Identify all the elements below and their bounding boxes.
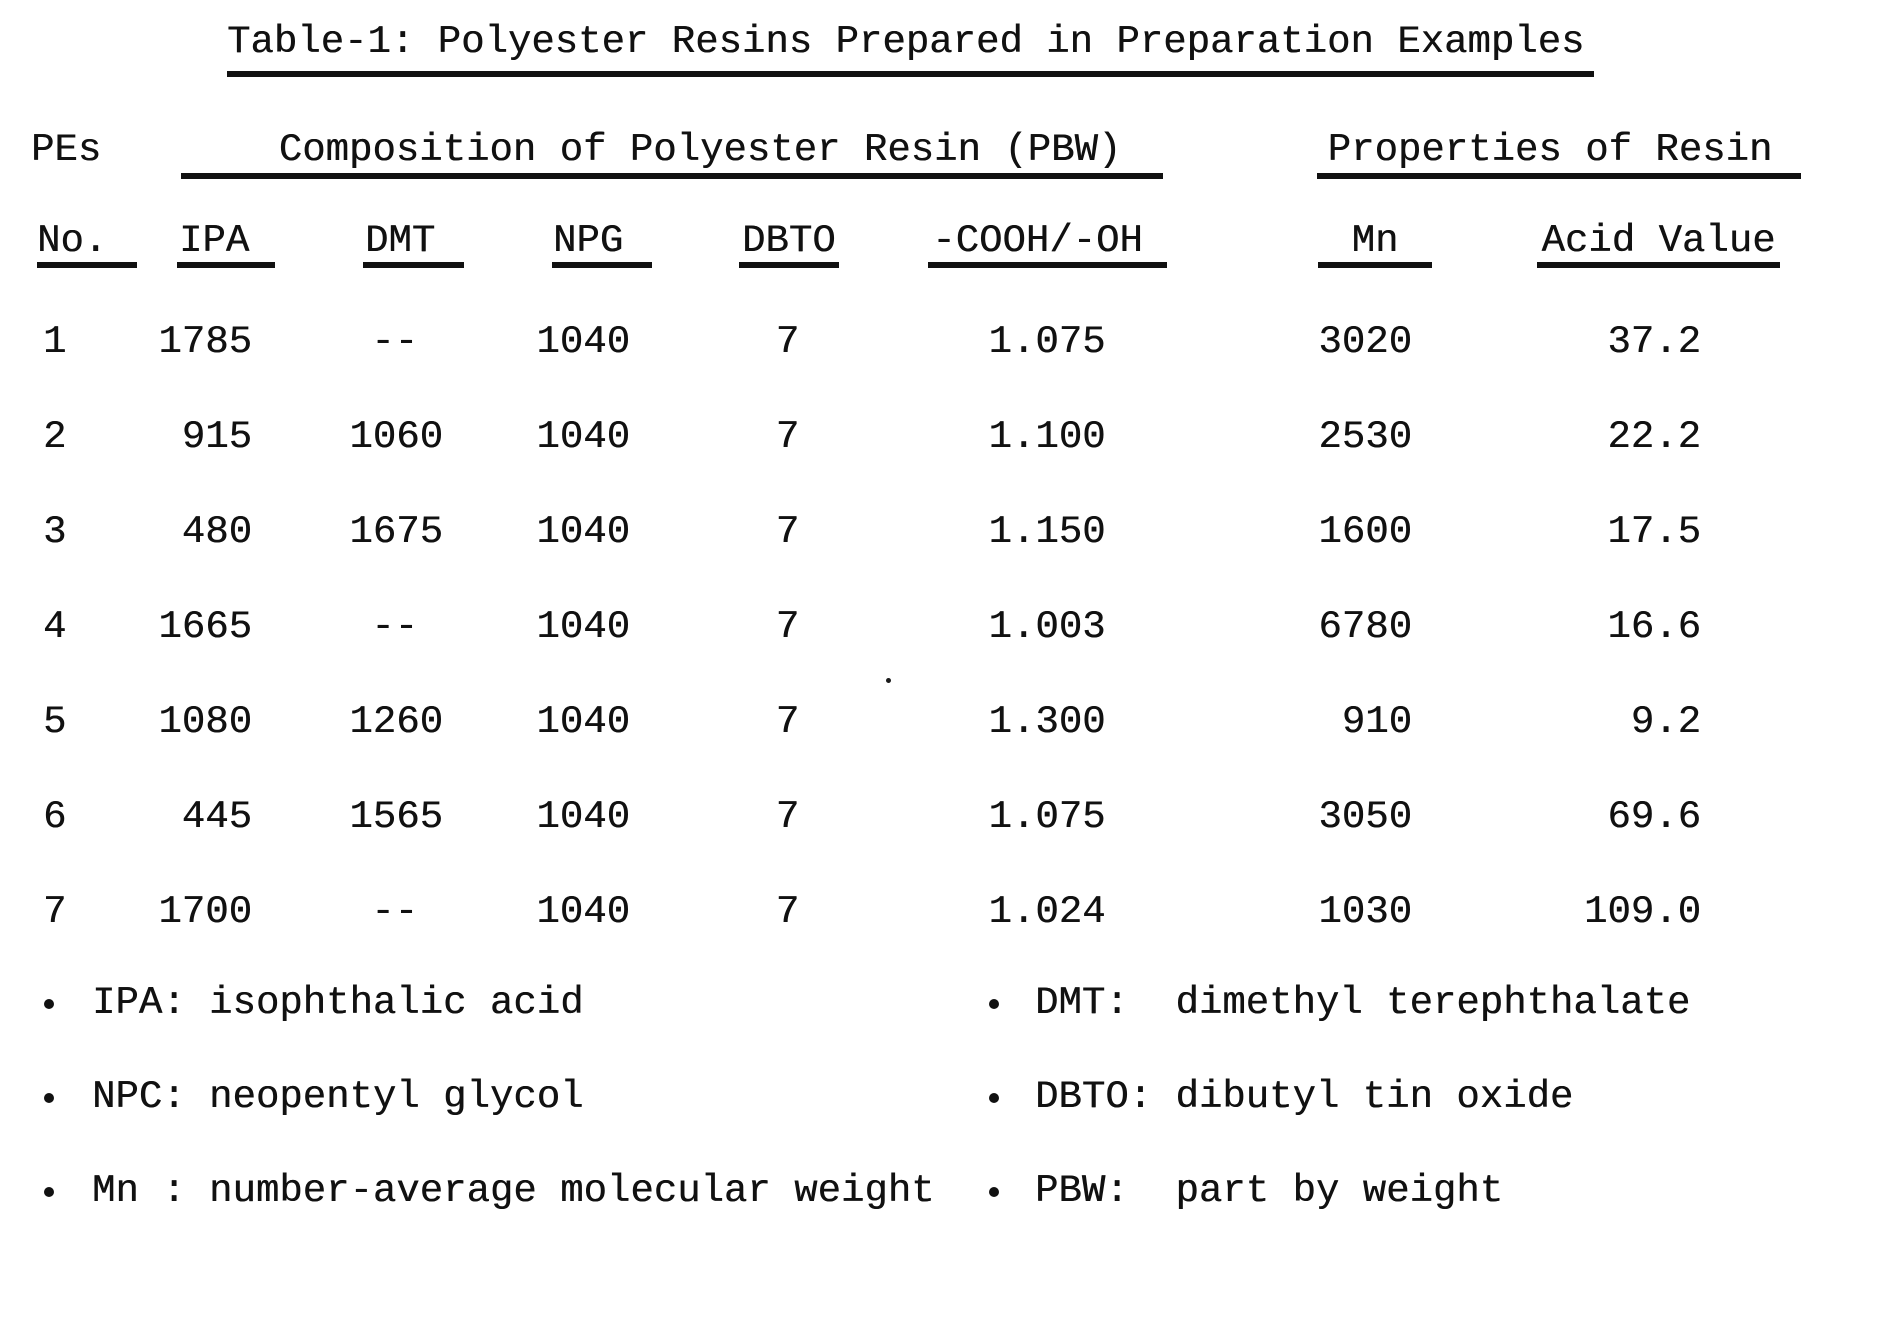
column-header-dmt: DMT — [363, 220, 464, 268]
cell-dmt: 1565 — [349, 794, 443, 839]
cell-cooh: 1.150 — [988, 509, 1106, 554]
cell-ipa: 1700 — [158, 889, 252, 934]
cell-cooh: 1.003 — [988, 604, 1106, 649]
cell-acid: 17.5 — [1607, 509, 1701, 554]
cell-acid: 16.6 — [1607, 604, 1701, 649]
cell-no: 3 — [43, 509, 67, 554]
column-header-cooh-oh: -COOH/-OH — [928, 220, 1167, 268]
bullet-icon — [989, 999, 999, 1009]
scan-speck — [886, 678, 891, 683]
cell-acid: 22.2 — [1607, 414, 1701, 459]
cell-mn: 1600 — [1318, 509, 1412, 554]
group-header-properties: Properties of Resin — [1317, 127, 1801, 179]
cell-cooh: 1.075 — [988, 319, 1106, 364]
cell-dbto: 7 — [775, 794, 800, 839]
bullet-icon — [44, 1187, 54, 1197]
column-header-no: No. — [37, 220, 137, 268]
cell-no: 4 — [43, 604, 67, 649]
cell-dmt: -- — [371, 319, 418, 364]
cell-dmt: -- — [371, 889, 418, 934]
cell-no: 6 — [43, 794, 67, 839]
cell-no: 1 — [43, 319, 67, 364]
bullet-icon — [44, 1093, 54, 1103]
cell-mn: 6780 — [1318, 604, 1412, 649]
cell-ipa: 915 — [181, 414, 252, 459]
cell-dmt: 1675 — [349, 509, 443, 554]
column-header-npg: NPG — [552, 220, 652, 268]
cell-npg: 1040 — [536, 604, 630, 649]
cell-dbto: 7 — [775, 889, 800, 934]
cell-ipa: 480 — [181, 509, 252, 554]
table-title: Table-1: Polyester Resins Prepared in Pr… — [227, 19, 1595, 77]
footnote-dbto: DBTO: dibutyl tin oxide — [1035, 1075, 1574, 1119]
cell-mn: 3050 — [1318, 794, 1412, 839]
cell-cooh: 1.100 — [988, 414, 1106, 459]
cell-ipa: 1665 — [158, 604, 252, 649]
cell-no: 2 — [43, 414, 67, 459]
group-header-composition: Composition of Polyester Resin (PBW) — [181, 127, 1163, 179]
cell-cooh: 1.075 — [988, 794, 1106, 839]
cell-npg: 1040 — [536, 699, 630, 744]
cell-ipa: 445 — [181, 794, 252, 839]
footnote-ipa: IPA: isophthalic acid — [92, 981, 584, 1025]
cell-dbto: 7 — [775, 509, 800, 554]
cell-cooh: 1.024 — [988, 889, 1106, 934]
column-header-mn: Mn — [1318, 220, 1432, 268]
footnote-dmt: DMT: dimethyl terephthalate — [1035, 981, 1691, 1025]
cell-ipa: 1785 — [158, 319, 252, 364]
bullet-icon — [989, 1187, 999, 1197]
column-header-dbto: DBTO — [739, 220, 839, 268]
cell-no: 7 — [43, 889, 67, 934]
cell-dbto: 7 — [775, 319, 800, 364]
cell-mn: 1030 — [1318, 889, 1412, 934]
cell-npg: 1040 — [536, 509, 630, 554]
column-header-acid-value: Acid Value — [1537, 220, 1780, 268]
column-header-ipa: IPA — [177, 220, 275, 268]
cell-acid: 9.2 — [1630, 699, 1701, 744]
cell-acid: 37.2 — [1607, 319, 1701, 364]
bullet-icon — [989, 1093, 999, 1103]
cell-acid: 109.0 — [1583, 889, 1701, 934]
cell-ipa: 1080 — [158, 699, 252, 744]
cell-dmt: 1260 — [349, 699, 443, 744]
cell-mn: 910 — [1341, 699, 1412, 744]
cell-dmt: 1060 — [349, 414, 443, 459]
cell-npg: 1040 — [536, 414, 630, 459]
cell-npg: 1040 — [536, 319, 630, 364]
cell-mn: 3020 — [1318, 319, 1412, 364]
footnote-mn: Mn : number-average molecular weight — [92, 1169, 935, 1213]
cell-mn: 2530 — [1318, 414, 1412, 459]
cell-no: 5 — [43, 699, 67, 744]
cell-dmt: -- — [371, 604, 418, 649]
footnote-pbw: PBW: part by weight — [1035, 1169, 1504, 1213]
group-header-pes: PEs — [31, 128, 102, 172]
cell-acid: 69.6 — [1607, 794, 1701, 839]
data-table: 1 1785 -- 1040 7 1.075 3020 37.2 2 915 1… — [0, 294, 1701, 959]
cell-dbto: 7 — [775, 699, 800, 744]
cell-dbto: 7 — [775, 414, 800, 459]
cell-npg: 1040 — [536, 889, 630, 934]
cell-dbto: 7 — [775, 604, 800, 649]
cell-cooh: 1.300 — [988, 699, 1106, 744]
footnote-npc: NPC: neopentyl glycol — [92, 1075, 584, 1119]
cell-npg: 1040 — [536, 794, 630, 839]
bullet-icon — [44, 999, 54, 1009]
